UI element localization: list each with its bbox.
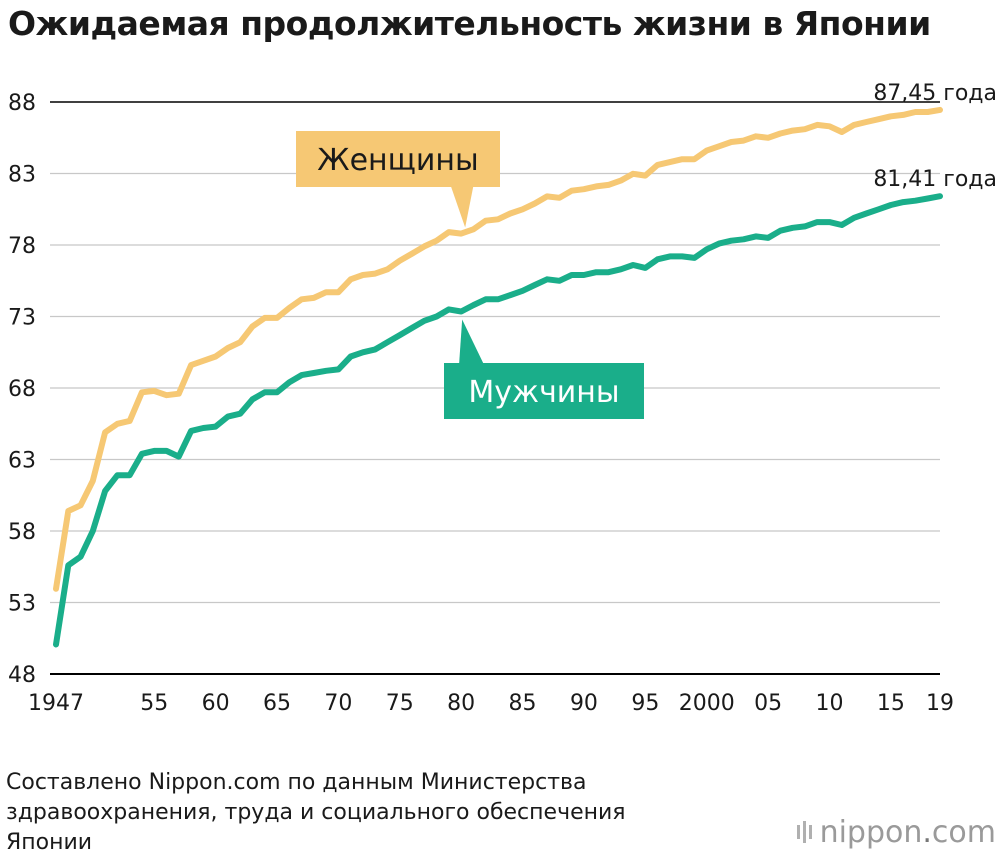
y-tick-label: 83 (8, 163, 36, 188)
x-tick-label: 95 (631, 691, 659, 716)
x-tick-label: 60 (202, 691, 230, 716)
x-tick-label: 15 (877, 691, 905, 716)
x-tick-label: 65 (263, 691, 291, 716)
women-end-label: 87,45 года (873, 81, 997, 106)
y-tick-label: 73 (8, 306, 36, 331)
y-tick-label: 63 (8, 449, 36, 474)
y-tick-label: 78 (8, 234, 36, 259)
logo-name: nippon (819, 814, 923, 850)
nippon-logo: nippon.com (796, 812, 996, 852)
x-tick-label: 90 (570, 691, 598, 716)
x-tick-label: 75 (386, 691, 414, 716)
chart-title: Ожидаемая продолжительность жизни в Япон… (8, 4, 931, 43)
x-tick-label: 70 (324, 691, 352, 716)
men-end-label: 81,41 года (873, 167, 997, 192)
y-tick-label: 68 (8, 377, 36, 402)
x-tick-label: 1947 (28, 691, 84, 716)
women-callout-box (296, 131, 500, 187)
women-callout-pointer (451, 187, 474, 228)
men-callout-pointer (459, 319, 484, 363)
y-tick-label: 53 (8, 592, 36, 617)
logo-suffix: com (931, 814, 996, 850)
men-callout-box (444, 363, 644, 419)
x-tick-label: 85 (509, 691, 537, 716)
x-tick-label: 19 (926, 691, 954, 716)
nippon-logo-mark-icon (796, 821, 812, 843)
women-callout-label: Женщины (317, 143, 478, 178)
y-tick-label: 88 (8, 91, 36, 116)
women-series-line (53, 106, 943, 592)
y-tick-label: 48 (8, 663, 36, 688)
x-tick-label: 2000 (679, 691, 735, 716)
x-tick-label: 80 (447, 691, 475, 716)
source-note: Составлено Nippon.com по данным Министер… (6, 770, 626, 855)
x-tick-label: 05 (754, 691, 782, 716)
x-tick-label: 55 (140, 691, 168, 716)
men-callout-label: Мужчины (468, 375, 619, 410)
x-tick-label: 10 (816, 691, 844, 716)
y-tick-label: 58 (8, 520, 36, 545)
life-expectancy-chart: 48 53 58 63 68 73 78 83 88 1947 55 60 65 70 75 80 85 90 95… (8, 81, 997, 716)
men-series-line (53, 193, 943, 648)
